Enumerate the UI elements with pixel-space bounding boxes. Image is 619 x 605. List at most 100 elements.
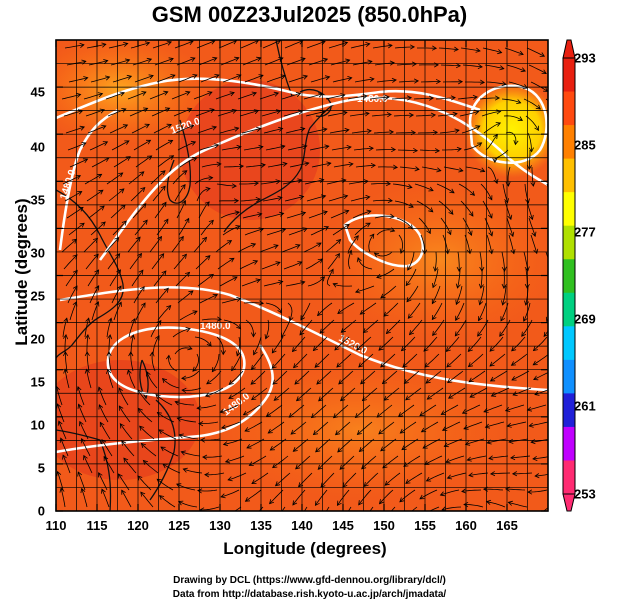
streamline-arrowhead	[446, 474, 453, 480]
streamline	[355, 404, 371, 418]
streamline-arrowhead	[161, 270, 167, 276]
streamline	[178, 218, 190, 236]
streamline	[181, 451, 201, 457]
streamline-arrowhead	[464, 440, 471, 446]
streamline	[60, 488, 66, 508]
streamline-arrowhead	[469, 393, 475, 398]
streamline-arrowhead	[532, 360, 538, 366]
streamline-arrowhead	[369, 233, 375, 239]
streamline-arrowhead	[534, 390, 540, 396]
streamline-arrowhead	[226, 240, 233, 245]
streamline	[461, 125, 480, 134]
streamline	[65, 351, 68, 372]
streamline-arrowhead	[443, 442, 449, 448]
streamline	[239, 260, 258, 270]
streamline-arrowhead	[292, 446, 298, 452]
streamline-arrowhead	[314, 362, 320, 368]
streamline	[275, 472, 291, 487]
streamline-arrowhead	[478, 300, 484, 306]
streamline	[63, 110, 83, 117]
streamline	[202, 455, 223, 458]
streamline-arrowhead	[271, 348, 277, 354]
colorbar-segment	[563, 225, 575, 260]
streamline	[108, 43, 128, 49]
streamline	[392, 183, 412, 188]
streamline	[407, 251, 415, 271]
streamline-arrowhead	[535, 104, 541, 110]
x-tick-label: 110	[45, 518, 67, 533]
streamline	[132, 58, 152, 66]
streamline	[201, 318, 222, 321]
streamline	[369, 96, 390, 100]
x-axis-title: Longitude (degrees)	[223, 539, 387, 558]
streamline-arrowhead	[274, 481, 281, 487]
streamline	[459, 111, 479, 117]
streamline	[336, 353, 352, 368]
streamline-arrowhead	[370, 163, 376, 169]
streamline	[326, 506, 330, 511]
streamline	[468, 370, 486, 383]
streamline-arrowhead	[479, 79, 486, 85]
streamline-arrowhead	[155, 393, 161, 399]
streamline	[316, 370, 332, 385]
streamline-arrowhead	[234, 210, 241, 216]
streamline-arrowhead	[126, 74, 133, 80]
streamline	[380, 438, 397, 452]
streamline-arrowhead	[79, 420, 84, 427]
streamline	[506, 64, 526, 72]
streamline	[83, 455, 93, 474]
streamline	[175, 272, 190, 287]
streamline-arrowhead	[549, 284, 553, 288]
streamline-arrowhead	[85, 317, 91, 323]
streamline-arrowhead	[409, 44, 416, 50]
streamline-arrowhead	[139, 286, 145, 292]
streamline-arrowhead	[83, 454, 88, 461]
streamline	[218, 40, 237, 49]
streamline	[355, 285, 375, 293]
streamline-arrowhead	[208, 273, 214, 279]
streamline-arrowhead	[446, 362, 452, 368]
streamline	[543, 507, 548, 511]
streamline-arrowhead	[304, 161, 310, 167]
streamline	[223, 165, 244, 168]
streamline-arrowhead	[273, 91, 280, 97]
streamline	[354, 78, 374, 83]
streamline	[434, 251, 437, 272]
streamline-arrowhead	[545, 316, 548, 323]
streamline-arrowhead	[216, 316, 222, 322]
streamline	[296, 387, 312, 402]
streamline-arrowhead	[431, 314, 437, 321]
streamline	[553, 235, 561, 253]
streamline-arrowhead	[455, 299, 461, 306]
streamline	[485, 421, 505, 428]
streamline	[198, 201, 210, 219]
streamline-arrowhead	[312, 430, 319, 436]
streamline	[491, 387, 510, 397]
streamline-arrowhead	[299, 330, 305, 336]
streamline-arrowhead	[386, 112, 392, 118]
streamline-arrowhead	[501, 283, 507, 290]
streamline	[371, 114, 392, 117]
streamline	[506, 217, 514, 237]
streamline-arrowhead	[107, 334, 113, 340]
streamline-arrowhead	[192, 74, 198, 79]
streamline	[374, 251, 393, 257]
streamline	[490, 370, 508, 382]
streamline-arrowhead	[185, 327, 191, 333]
streamline-arrowhead	[388, 129, 395, 135]
streamline-arrowhead	[97, 386, 103, 392]
streamline	[487, 438, 507, 444]
streamline	[420, 234, 426, 254]
streamline	[84, 318, 90, 338]
streamline-arrowhead	[140, 187, 146, 193]
streamline	[373, 131, 394, 134]
streamline	[398, 80, 419, 83]
streamline	[259, 244, 279, 253]
streamline-arrowhead	[391, 147, 397, 153]
streamline	[79, 421, 89, 440]
streamline	[84, 173, 102, 185]
streamline	[263, 281, 283, 287]
streamline	[400, 421, 417, 434]
streamline-arrowhead	[273, 395, 279, 401]
streamline-arrowhead	[174, 400, 180, 406]
